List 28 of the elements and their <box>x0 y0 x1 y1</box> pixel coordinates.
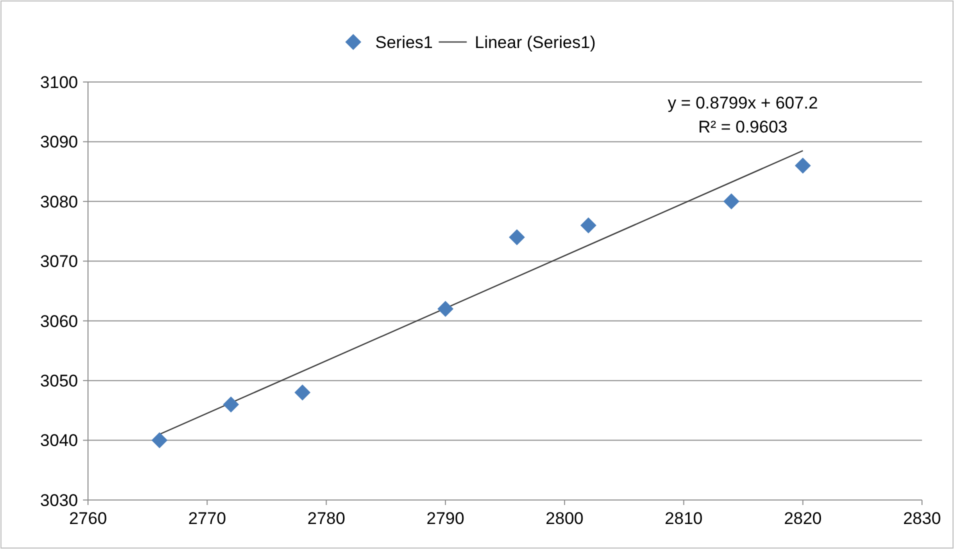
x-tick-label: 2780 <box>307 509 346 528</box>
point <box>151 432 168 448</box>
point <box>437 300 454 317</box>
legend-label: Linear (Series1) <box>474 32 596 52</box>
y-tick-label: 3040 <box>40 431 78 450</box>
point <box>508 229 525 246</box>
y-tick-label: 3030 <box>40 490 78 510</box>
x-tick-label: 2760 <box>69 509 107 528</box>
y-tick-label: 3050 <box>40 372 78 391</box>
point <box>580 217 596 234</box>
x-tick-label: 2790 <box>426 509 464 528</box>
y-tick-label: 3060 <box>40 312 78 331</box>
x-tick-label: 2830 <box>903 509 941 528</box>
x-tick-label: 2770 <box>188 509 226 528</box>
legend-label: Series1 <box>375 32 433 52</box>
point <box>723 193 740 210</box>
annotation: y = 0.8799x + 607.2 <box>668 94 818 113</box>
y-tick-label: 3090 <box>40 132 78 152</box>
y-tick-label: 3070 <box>40 252 78 272</box>
x-tick-label: 2800 <box>546 509 584 528</box>
point <box>222 396 239 412</box>
x-tick-label: 2820 <box>784 509 822 528</box>
annotation: R² = 0.9603 <box>698 118 788 137</box>
point <box>794 158 811 174</box>
point <box>294 384 310 401</box>
x-tick-label: 2810 <box>664 509 703 528</box>
y-tick-label: 3100 <box>40 72 78 92</box>
y-tick-label: 3080 <box>40 192 78 212</box>
